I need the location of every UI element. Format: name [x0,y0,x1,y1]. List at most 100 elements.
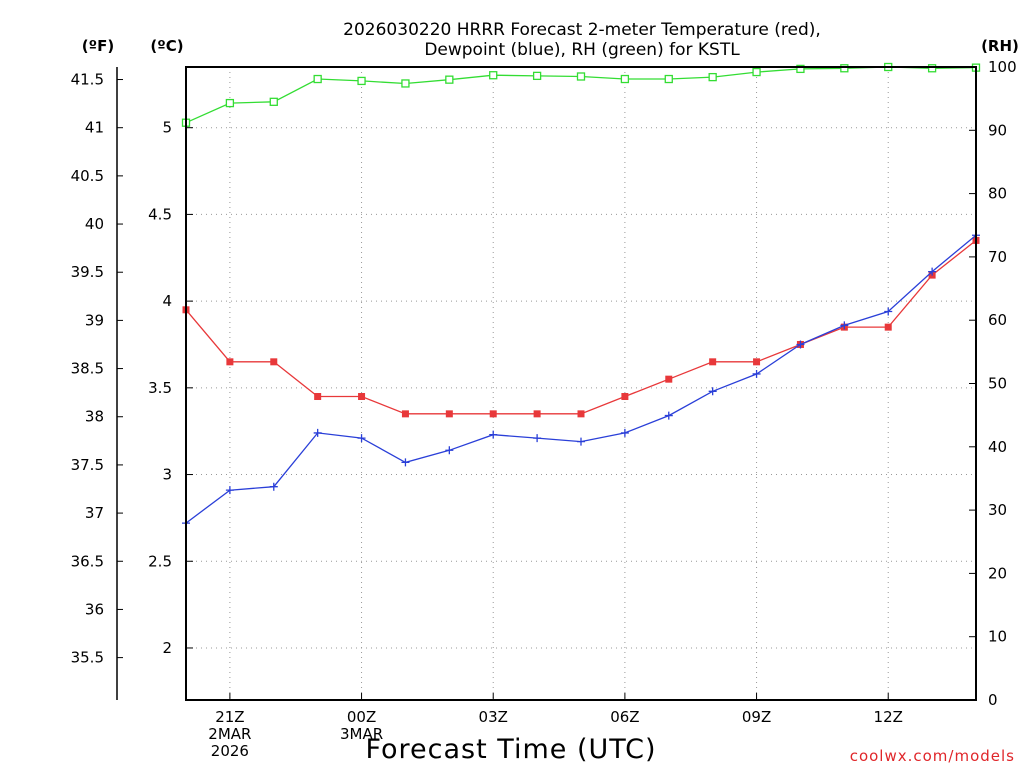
rh-tick-label: 10 [988,628,1007,646]
dewpoint-point [577,437,585,446]
credit-label: coolwx.com/models [850,747,1015,765]
fahrenheit-unit-label: (ºF) [82,37,114,55]
celsius-tick-label: 2 [162,639,172,657]
dewpoint-point [445,446,454,455]
fahrenheit-tick-label: 41 [85,119,104,137]
dewpoint-point [884,307,893,316]
temperature-point [314,393,322,401]
celsius-tick-label: 3.5 [148,379,172,397]
fahrenheit-tick-label: 38 [85,408,104,426]
axis-ticks: 2 2.5 3 3.5 4 4.5 5 35.5 36 36.5 37 37.5 38 38.5 39 39.… [71,58,1017,760]
fahrenheit-tick-label: 37 [85,504,104,522]
dewpoint-point [928,267,937,276]
dewpoint-point [357,434,366,443]
rh-point [532,71,542,81]
rh-tick-label: 90 [988,121,1007,139]
dewpoint-point [313,428,322,437]
fahrenheit-tick-label: 36 [85,600,104,618]
celsius-tick-label: 4 [162,292,172,310]
dewpoint-point [489,430,498,439]
time-tick-label: 3MAR [340,725,383,743]
time-tick-label: 03Z [479,708,508,726]
time-tick-label: 00Z [347,708,376,726]
time-tick-label: 09Z [742,708,771,726]
temperature-point [621,393,629,401]
time-tick-label: 12Z [874,708,903,726]
rh-point [752,67,761,77]
chart-title-line-1: 2026030220 HRRR Forecast 2-meter Tempera… [343,20,821,40]
plot-frame [185,66,977,701]
rh-point [357,76,366,86]
series-layer [181,62,981,528]
celsius-tick-label: 3 [162,466,172,484]
temperature-point [884,323,892,331]
fahrenheit-tick-label: 39.5 [71,263,104,281]
temperature-series [182,236,980,418]
dewpoint-point [752,369,761,378]
rh-tick-label: 0 [988,691,998,709]
rh-tick-label: 20 [988,564,1007,582]
fahrenheit-tick-label: 40.5 [71,167,104,185]
fahrenheit-tick-label: 38.5 [71,360,104,378]
rh-point [576,72,586,81]
fahrenheit-tick-label: 41.5 [71,71,104,89]
dewpoint-point [533,434,542,443]
rh-tick-label: 30 [988,501,1007,519]
rh-tick-label: 80 [988,185,1007,203]
dewpoint-point [225,486,234,495]
fahrenheit-tick-label: 37.5 [71,456,104,474]
celsius-tick-label: 4.5 [148,205,172,223]
time-tick-label: 2026 [211,742,249,760]
rh-point [401,79,410,88]
rh-unit-label: (RH) [981,37,1019,55]
rh-tick-label: 100 [988,58,1017,76]
temperature-point [753,358,761,366]
temperature-point [577,410,585,418]
dewpoint-line [185,234,977,524]
rh-point [927,64,937,73]
fahrenheit-tick-label: 39 [85,311,104,329]
rh-tick-label: 60 [988,311,1007,329]
rh-point [796,64,805,74]
grid-lines [186,67,976,700]
rh-point [313,74,322,84]
dewpoint-point [708,387,717,396]
temperature-point [226,358,234,366]
temperature-point [270,358,278,366]
rh-tick-label: 70 [988,248,1007,266]
dewpoint-point [269,482,278,491]
rh-point [620,74,630,84]
rh-point [840,64,849,73]
time-tick-label: 06Z [610,708,639,726]
rh-point [664,74,673,84]
dewpoint-point [664,411,673,420]
temperature-point [358,393,366,401]
temperature-point [709,358,717,366]
dewpoint-point [840,321,849,330]
time-tick-label: 2MAR [208,725,251,743]
rh-tick-label: 50 [988,375,1007,393]
temperature-point [445,410,453,418]
rh-tick-label: 40 [988,438,1007,456]
temperature-point [533,410,541,418]
fahrenheit-tick-label: 36.5 [71,552,104,570]
temperature-point [401,410,409,418]
celsius-unit-label: (ºC) [150,37,183,55]
celsius-tick-label: 2.5 [148,552,172,570]
dewpoint-point [796,340,805,349]
fahrenheit-tick-label: 35.5 [71,649,104,667]
rh-point [708,72,717,82]
temperature-point [665,375,673,383]
dewpoint-point [620,428,629,437]
rh-point [225,98,235,108]
rh-point [269,97,278,106]
rh-point [489,71,498,80]
chart-title-line-2: Dewpoint (blue), RH (green) for KSTL [424,40,740,60]
time-tick-label: 21Z [215,708,244,726]
dewpoint-point [401,458,410,467]
rh-series [181,62,981,127]
dewpoint-series [182,231,980,528]
temperature-point [489,410,497,418]
fahrenheit-tick-label: 40 [85,215,104,233]
